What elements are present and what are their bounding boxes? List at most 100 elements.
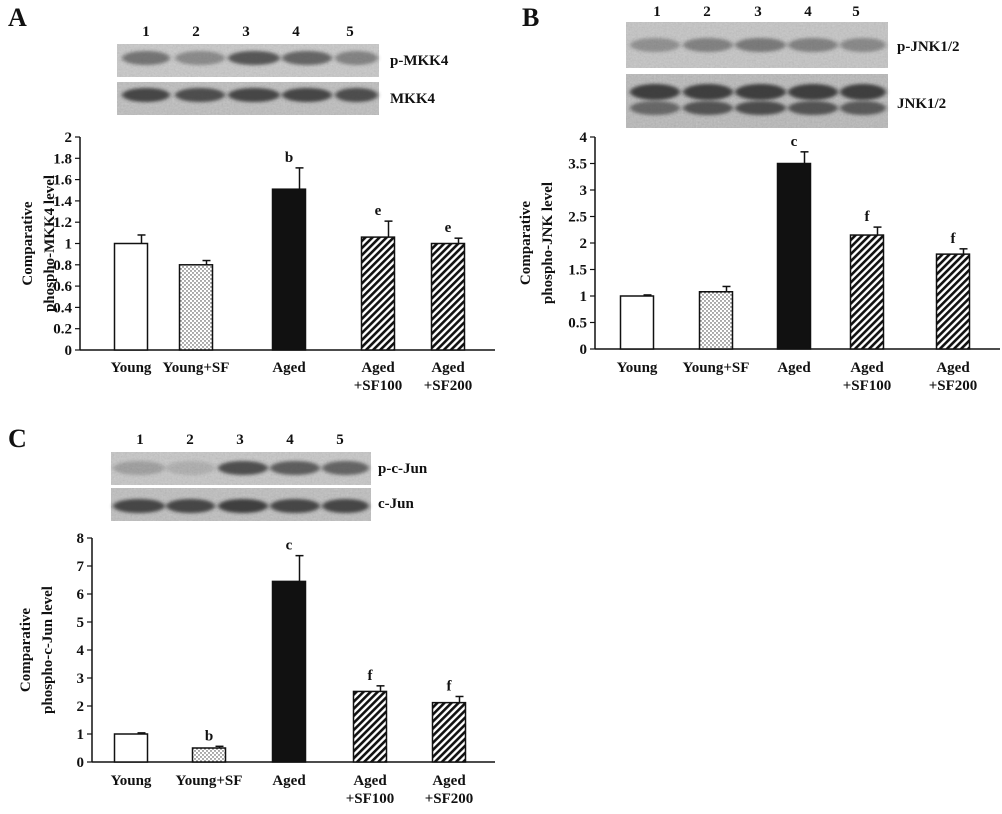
y-tick-label: 6 xyxy=(77,587,85,603)
blot-band xyxy=(122,51,170,65)
y-tick-label: 3 xyxy=(580,183,588,199)
y-axis-label: phospho-MKK4 level xyxy=(42,175,58,312)
category-label: Aged xyxy=(432,773,466,789)
blot-band xyxy=(270,461,320,475)
category-label: Aged xyxy=(936,360,970,376)
panel-c-blot-image xyxy=(111,452,371,521)
blot-band xyxy=(282,88,332,102)
panel-c-letter: C xyxy=(8,424,27,453)
y-tick-label: 1.5 xyxy=(568,263,587,279)
category-label: Young+SF xyxy=(683,360,750,376)
lane-number: 2 xyxy=(186,432,194,448)
panel-a-blot-label-2: MKK4 xyxy=(390,91,435,107)
category-label: Young xyxy=(617,360,658,376)
bar xyxy=(431,701,467,763)
panel-c-blot-label-2: c-Jun xyxy=(378,496,414,512)
bar xyxy=(430,242,466,351)
y-tick-label: 0.4 xyxy=(53,300,72,316)
category-label: Young+SF xyxy=(176,773,243,789)
bar xyxy=(698,291,734,350)
blot-band xyxy=(218,461,268,475)
blot-band xyxy=(630,84,680,100)
blot-band xyxy=(840,101,886,115)
significance-label: b xyxy=(285,150,293,166)
panel-a-lane-numbers: 1 2 3 4 5 xyxy=(142,24,354,40)
blot-band xyxy=(735,38,786,52)
panel-a-bands xyxy=(122,51,378,102)
panel-b-blot-label-1: p-JNK1/2 xyxy=(897,39,960,55)
category-label: Aged xyxy=(431,360,465,376)
blot-band xyxy=(683,84,733,100)
bar xyxy=(776,162,812,350)
y-axis-label: phospho-c-Jun level xyxy=(40,586,56,714)
y-tick-label: 1 xyxy=(77,727,85,743)
y-axis-label: Comparative xyxy=(18,608,34,692)
y-tick-label: 1.8 xyxy=(53,151,72,167)
lane-number: 1 xyxy=(653,4,661,20)
lane-number: 2 xyxy=(703,4,711,20)
blot-band xyxy=(322,499,369,513)
category-label: +SF100 xyxy=(346,791,395,807)
blot-band xyxy=(630,101,680,115)
panel-a-letter: A xyxy=(8,3,27,32)
category-label: +SF100 xyxy=(354,378,403,394)
y-tick-label: 1.2 xyxy=(53,215,72,231)
y-tick-label: 7 xyxy=(77,559,85,575)
blot-band xyxy=(322,461,369,475)
y-tick-label: 0 xyxy=(77,755,85,771)
significance-label: f xyxy=(951,231,957,247)
category-label: Aged xyxy=(777,360,811,376)
panel-a-plot: 0 0.2 0.4 0.6 0.8 1 1.2 1.4 1.6 1.8 2 Comparative ph… xyxy=(20,130,495,394)
blot-band xyxy=(788,101,838,115)
significance-label: c xyxy=(286,538,293,554)
bar xyxy=(178,264,214,351)
bar xyxy=(619,295,655,350)
blot-band xyxy=(630,38,680,52)
lane-number: 4 xyxy=(292,24,300,40)
bar xyxy=(849,234,885,350)
category-label: +SF200 xyxy=(424,378,473,394)
y-tick-label: 2 xyxy=(580,236,588,252)
panel-c: C 1 2 3 4 5 p-c-Jun c-Jun 0 1 2 3 4 5 6 7 8 Comparati… xyxy=(8,424,495,807)
panel-b: B 1 2 3 4 5 p-JNK1/2 JNK1/2 0 0.5 1 1.5 2 2.5 3 3.5… xyxy=(518,3,1000,394)
lane-number: 5 xyxy=(346,24,354,40)
panel-b-plot: 0 0.5 1 1.5 2 2.5 3 3.5 4 Comparative phospho-JNK … xyxy=(518,130,1000,394)
category-label: +SF200 xyxy=(929,378,978,394)
category-label: Young+SF xyxy=(163,360,230,376)
blot-band xyxy=(335,88,378,102)
blot-band xyxy=(270,499,320,513)
lane-number: 5 xyxy=(336,432,344,448)
category-label: +SF200 xyxy=(425,791,474,807)
lane-number: 4 xyxy=(286,432,294,448)
lane-number: 3 xyxy=(236,432,244,448)
lane-number: 5 xyxy=(852,4,860,20)
y-tick-label: 3 xyxy=(77,671,85,687)
y-tick-label: 4 xyxy=(77,643,85,659)
panel-b-letter: B xyxy=(522,3,539,32)
bar xyxy=(935,253,971,350)
panel-b-bands xyxy=(630,38,886,115)
y-tick-label: 2 xyxy=(65,130,73,146)
significance-label: b xyxy=(205,728,213,744)
category-label: Young xyxy=(111,773,152,789)
panel-b-lane-numbers: 1 2 3 4 5 xyxy=(653,4,860,20)
significance-label: f xyxy=(447,678,453,694)
blot-band xyxy=(122,88,170,102)
y-tick-label: 0.8 xyxy=(53,258,72,274)
category-label: Aged xyxy=(361,360,395,376)
category-label: Aged xyxy=(850,360,884,376)
significance-label: e xyxy=(375,203,382,219)
blot-band xyxy=(175,51,225,65)
category-label: +SF100 xyxy=(843,378,892,394)
y-axis-label: phospho-JNK level xyxy=(540,182,556,304)
significance-label: c xyxy=(791,134,798,150)
y-tick-label: 5 xyxy=(77,615,85,631)
y-tick-label: 2.5 xyxy=(568,210,587,226)
y-tick-label: 1 xyxy=(580,289,588,305)
blot-band xyxy=(113,499,165,513)
bar xyxy=(113,242,149,351)
lane-number: 2 xyxy=(192,24,200,40)
panel-b-blot-image xyxy=(626,22,888,128)
category-label: Aged xyxy=(272,360,306,376)
